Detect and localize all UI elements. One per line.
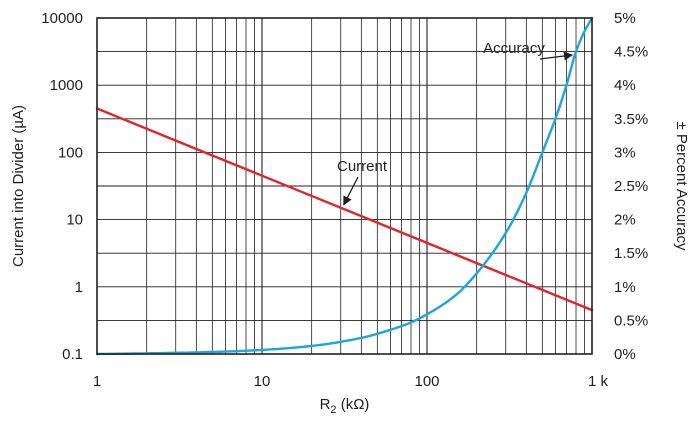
y-left-tick-label: 1000 <box>50 77 83 94</box>
x-tick-label: 1 k <box>588 373 609 390</box>
y-right-tick-label: 4.5% <box>614 44 648 61</box>
y-left-tick-label: 10 <box>66 212 83 229</box>
annotations: Current Accuracy <box>337 40 574 206</box>
y-right-tick-label: 5% <box>614 10 636 27</box>
series-line-accuracy <box>95 16 594 356</box>
y-right-tick-label: 2% <box>614 212 636 229</box>
x-tick-label: 1 <box>93 373 101 390</box>
y-left-tick-label: 10000 <box>41 10 83 27</box>
y-right-tick-label: 2.5% <box>614 178 648 195</box>
x-tick-label: 10 <box>254 373 271 390</box>
annotation-current-arrow <box>343 176 359 206</box>
y-right-tick-label: 1% <box>614 279 636 296</box>
y-right-tick-label: 4% <box>614 77 636 94</box>
y-right-tick-label: 0% <box>614 346 636 363</box>
x-axis-title-unit: (kΩ) <box>337 396 370 413</box>
annotation-accuracy-label: Accuracy <box>483 40 545 57</box>
series-layer <box>95 16 594 356</box>
x-tick-label: 100 <box>414 373 439 390</box>
x-axis-title: R2 (kΩ) <box>320 396 370 416</box>
y-left-axis-title: Current into Divider (µA) <box>10 105 27 267</box>
annotation-accuracy-arrow <box>539 51 574 61</box>
y-right-tick-label: 1.5% <box>614 245 648 262</box>
tick-labels: 1 10 100 1 k 0.1 1 10 100 1000 10000 0% 0.5% 1% 1.5% 2… <box>41 10 648 390</box>
y-right-tick-label: 0.5% <box>614 312 648 329</box>
y-right-tick-label: 3.5% <box>614 111 648 128</box>
grid <box>97 18 592 354</box>
y-right-axis-title: ± Percent Accuracy <box>673 121 690 251</box>
y-left-tick-label: 100 <box>58 144 83 161</box>
y-right-tick-label: 3% <box>614 144 636 161</box>
x-axis-title-subscript: 2 <box>330 404 336 416</box>
x-axis-title-main: R <box>320 396 331 413</box>
series-line-current <box>95 107 594 312</box>
plot-frame <box>96 17 593 355</box>
y-left-tick-label: 1 <box>75 279 83 296</box>
y-left-tick-label: 0.1 <box>62 346 83 363</box>
annotation-current-label: Current <box>337 158 388 175</box>
